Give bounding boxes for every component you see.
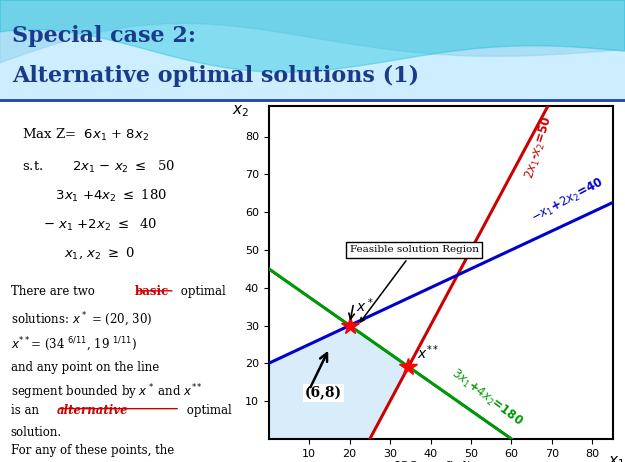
Text: and any point on the line: and any point on the line [11,361,159,374]
Text: s.t.       $2x_1$ $-$ $x_2$ $\leq$  50: s.t. $2x_1$ $-$ $x_2$ $\leq$ 50 [21,159,174,176]
Text: is an: is an [11,404,42,417]
Text: There are two: There are two [11,286,98,298]
Text: $2x_1$-$x_2$=50: $2x_1$-$x_2$=50 [523,115,556,181]
Text: For any of these points, the: For any of these points, the [11,444,174,457]
Text: $3x_1$ $+4x_2$ $\leq$ 180: $3x_1$ $+4x_2$ $\leq$ 180 [21,188,167,204]
Text: basic: basic [134,286,169,298]
Text: $x^{**}$= (34 $^{6/11}$, 19 $^{1/11}$): $x^{**}$= (34 $^{6/11}$, 19 $^{1/11}$) [11,336,137,354]
Text: $3x_1$+$4x_2$=180: $3x_1$+$4x_2$=180 [448,365,526,429]
Polygon shape [269,326,409,439]
Text: $-$ $x_1$ $+2x_2$ $\leq$  40: $-$ $x_1$ $+2x_2$ $\leq$ 40 [21,217,157,233]
Text: $x^{**}$: $x^{**}$ [416,344,439,362]
Text: $x_2$: $x_2$ [232,103,249,119]
Text: $x_1$, $x_2$ $\geq$ 0: $x_1$, $x_2$ $\geq$ 0 [21,246,134,261]
Text: Alternative optimal solutions (1): Alternative optimal solutions (1) [12,65,419,87]
Text: Feasible solution Region: Feasible solution Region [349,245,479,322]
Text: Special case 2:: Special case 2: [12,25,196,48]
Text: segment bounded by $x^*$ and $x^{**}$: segment bounded by $x^*$ and $x^{**}$ [11,383,202,402]
Text: Max Z=  $6x_1$ + $8x_2$: Max Z= $6x_1$ + $8x_2$ [21,127,149,143]
Text: $-x_1$+$2x_2$=40: $-x_1$+$2x_2$=40 [529,176,607,226]
Text: alternative: alternative [56,404,128,417]
Text: optimal: optimal [182,404,231,417]
Text: $x_1$: $x_1$ [609,454,625,462]
Text: optimal: optimal [177,286,226,298]
Text: $x^*$: $x^*$ [356,297,373,315]
Text: (6,8): (6,8) [305,386,343,400]
Text: solution.: solution. [11,426,62,439]
Text: solutions: $x^*$ = (20, 30): solutions: $x^*$ = (20, 30) [11,310,152,329]
